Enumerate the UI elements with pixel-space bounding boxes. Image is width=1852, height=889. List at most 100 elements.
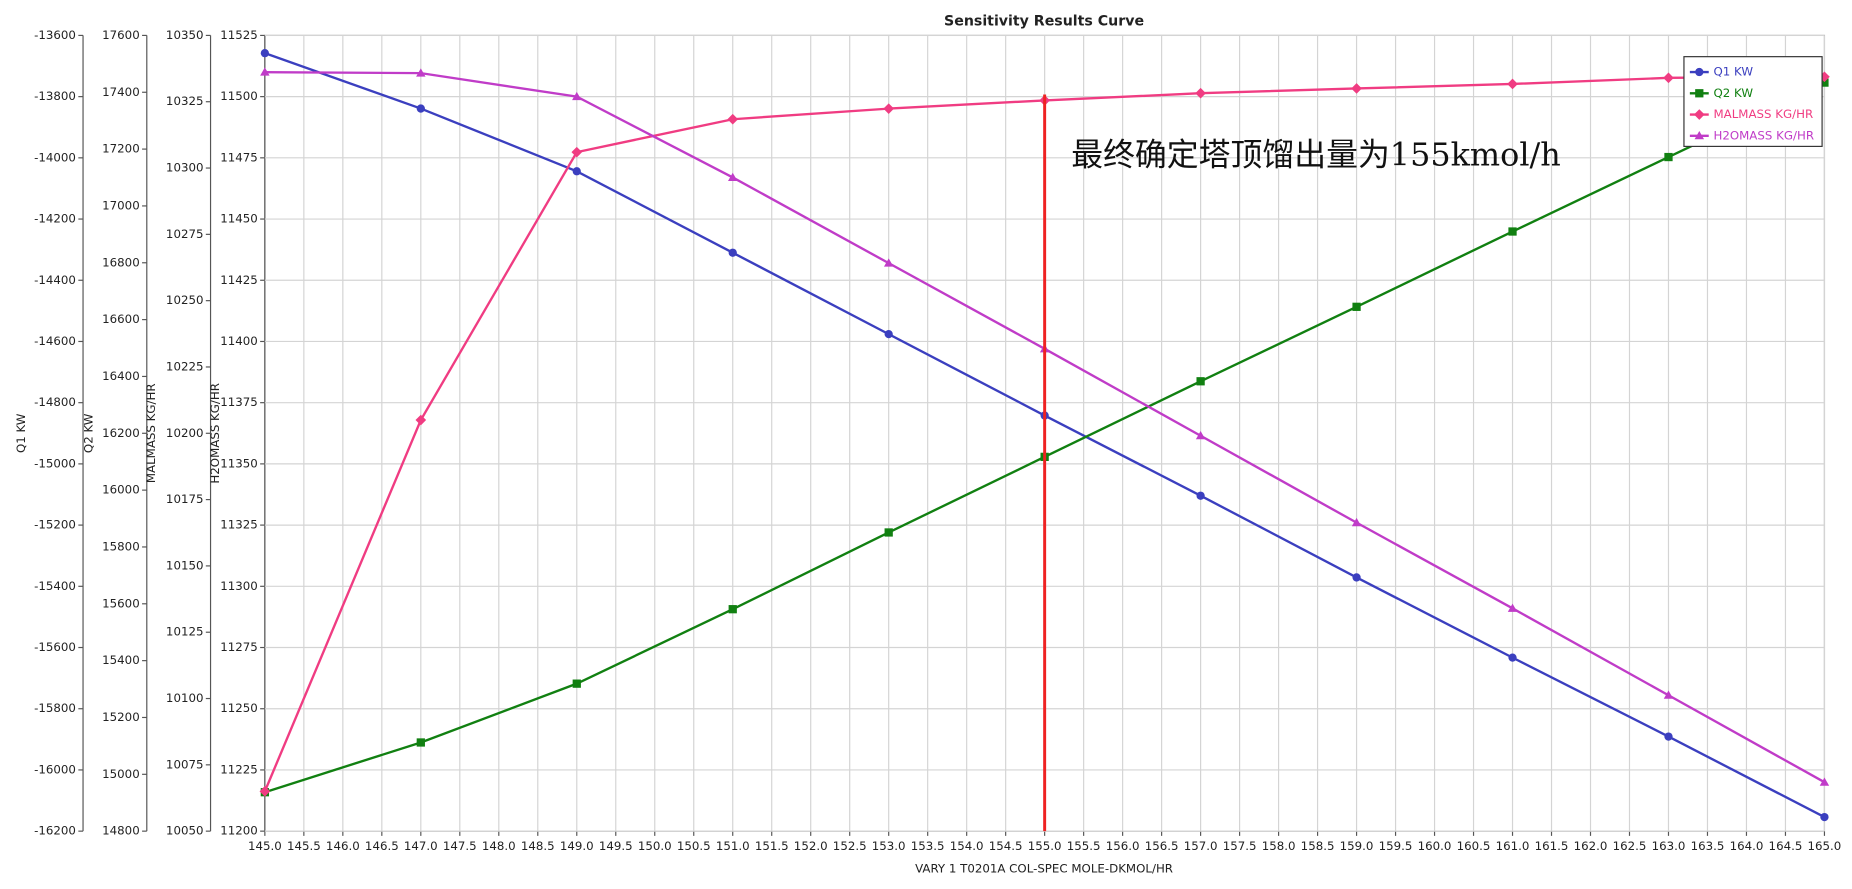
- y-tick-label: 16600: [102, 312, 140, 326]
- point: [883, 103, 895, 114]
- x-tick-label: 159.5: [1379, 839, 1413, 853]
- legend-marker: [1695, 89, 1704, 98]
- point: [728, 172, 738, 181]
- y-tick-label: 17400: [102, 85, 140, 99]
- y-tick-label: -14200: [34, 212, 76, 226]
- y-tick-label: 10050: [166, 824, 204, 838]
- x-tick-label: 163.0: [1652, 839, 1686, 853]
- y-tick-label: -14800: [34, 395, 76, 409]
- point: [1352, 302, 1361, 311]
- point: [1196, 377, 1205, 386]
- x-axis-label: VARY 1 T0201A COL-SPEC MOLE-DKMOL/HR: [915, 861, 1173, 875]
- y-tick-label: 11225: [220, 762, 258, 776]
- x-tick-label: 150.5: [677, 839, 711, 853]
- x-tick-label: 147.5: [443, 839, 477, 853]
- point: [1195, 87, 1206, 99]
- y-tick-label: 15400: [102, 653, 140, 667]
- y-tick-label: 10125: [166, 625, 204, 639]
- y-tick-label: 17600: [102, 28, 140, 42]
- point: [260, 67, 270, 76]
- y-tick-label: 17200: [102, 142, 140, 156]
- x-tick-label: 162.0: [1574, 839, 1608, 853]
- y-tick-label: 11275: [220, 640, 258, 654]
- point: [572, 91, 582, 101]
- y-tick-label: 10325: [166, 94, 204, 108]
- point: [416, 738, 425, 747]
- point: [884, 329, 893, 339]
- y-tick-label: -13600: [34, 28, 76, 42]
- y-tick-label: 11300: [220, 579, 258, 593]
- point: [1507, 78, 1518, 90]
- y-tick-label: 11250: [220, 701, 258, 715]
- y-tick-label: -15400: [34, 579, 76, 593]
- x-tick-label: 156.5: [1145, 839, 1179, 853]
- y-tick-label: 14800: [102, 824, 140, 838]
- x-tick-label: 151.0: [716, 839, 750, 853]
- x-tick-label: 145.0: [248, 839, 282, 853]
- x-tick-label: 149.0: [560, 839, 594, 853]
- x-tick-label: 157.0: [1184, 839, 1218, 853]
- legend-label: MALMASS KG/HR: [1713, 107, 1813, 121]
- y-tick-label: 11425: [220, 273, 258, 287]
- chart-title: Sensitivity Results Curve: [944, 13, 1144, 29]
- x-tick-label: 157.5: [1223, 839, 1257, 853]
- y-tick-label: -14400: [34, 273, 76, 287]
- point: [883, 258, 894, 267]
- legend-label: H2OMASS KG/HR: [1713, 128, 1814, 142]
- point: [1664, 152, 1673, 162]
- x-tick-label: 156.0: [1106, 839, 1140, 853]
- y-tick-label: 16800: [102, 255, 140, 269]
- y-tick-label: 10250: [166, 293, 204, 307]
- x-tick-label: 151.5: [755, 839, 789, 853]
- y-tick-label: -15200: [34, 518, 76, 532]
- y-axis-label: MALMASS KG/HR: [144, 383, 158, 483]
- y-tick-label: 11475: [220, 150, 258, 164]
- x-tick-label: 155.5: [1067, 839, 1101, 853]
- y-tick-label: 10200: [166, 426, 204, 440]
- y-tick-label: 17000: [102, 198, 140, 212]
- y-tick-label: -14000: [34, 150, 76, 164]
- x-tick-label: 158.0: [1262, 839, 1296, 853]
- y-tick-label: -13800: [34, 89, 76, 103]
- x-tick-label: 155.0: [1028, 839, 1062, 853]
- y-axis-label: H2OMASS KG/HR: [208, 383, 222, 484]
- y-tick-label: 15000: [102, 767, 140, 781]
- point: [884, 528, 893, 537]
- point: [1352, 573, 1361, 582]
- y-tick-label: 10075: [166, 757, 204, 771]
- y-tick-label: 16000: [102, 483, 140, 497]
- y-tick-label: 15800: [102, 539, 140, 553]
- y-axis-label: Q1 KW: [14, 413, 28, 453]
- point: [1820, 812, 1829, 822]
- point: [1820, 78, 1829, 87]
- y-tick-label: 11200: [220, 824, 258, 838]
- y-tick-label: 11325: [220, 518, 258, 532]
- x-tick-label: 165.0: [1808, 839, 1842, 853]
- point: [259, 786, 271, 797]
- legend: Q1 KW Q2 KW MALMASS KG/HR H2OMASS KG/HR: [1683, 56, 1823, 147]
- point: [728, 248, 737, 257]
- x-tick-label: 161.5: [1535, 839, 1569, 853]
- point: [1195, 431, 1206, 440]
- x-tick-label: 148.5: [521, 839, 555, 853]
- point: [1507, 603, 1518, 612]
- point: [572, 167, 581, 176]
- point: [415, 414, 427, 426]
- x-tick-label: 153.5: [911, 839, 945, 853]
- x-tick-label: 164.5: [1769, 839, 1803, 853]
- y-tick-label: -15800: [34, 701, 76, 715]
- legend-marker: [1695, 67, 1704, 77]
- point: [571, 146, 583, 158]
- x-tick-label: 153.0: [872, 839, 906, 853]
- legend-label: Q1 KW: [1713, 65, 1753, 79]
- point: [728, 605, 737, 614]
- x-tick-label: 150.0: [638, 839, 672, 853]
- x-tick-label: 160.0: [1418, 839, 1452, 853]
- y-tick-label: 10150: [166, 558, 204, 572]
- y-tick-label: 10100: [166, 691, 204, 705]
- y-tick-label: 16400: [102, 369, 140, 383]
- y-tick-label: 11400: [220, 334, 258, 348]
- point: [1196, 491, 1205, 500]
